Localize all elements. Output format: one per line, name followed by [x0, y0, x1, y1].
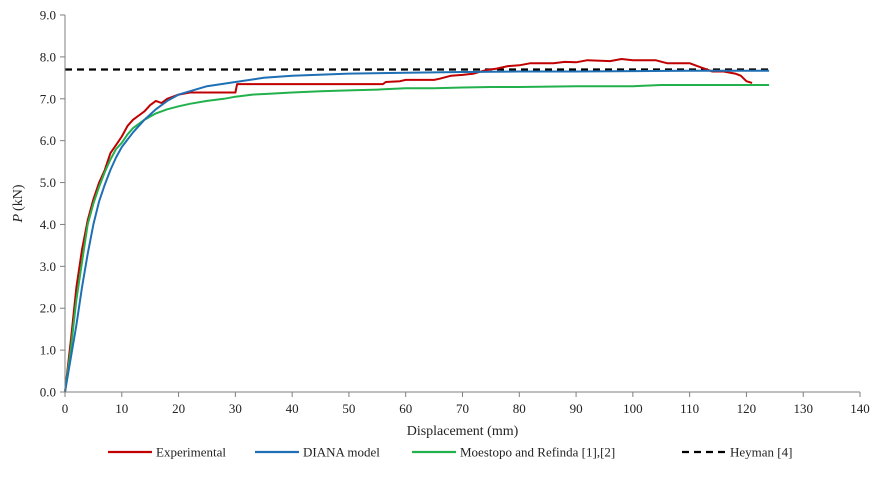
- x-tick-label: 140: [850, 401, 870, 416]
- legend-label-1: DIANA model: [303, 445, 380, 460]
- y-axis-title: P (kN): [11, 184, 26, 223]
- y-tick-label: 8.0: [40, 49, 56, 64]
- y-tick-label: 7.0: [40, 91, 56, 106]
- legend-label-3: Heyman [4]: [730, 445, 792, 460]
- y-tick-label: 3.0: [40, 259, 56, 274]
- y-tick-label: 1.0: [40, 343, 56, 358]
- x-tick-label: 120: [737, 401, 757, 416]
- y-axis-title-symbol: P: [11, 214, 26, 224]
- series-line-2: [64, 84, 770, 393]
- y-tick-label: 5.0: [40, 175, 56, 190]
- x-tick-label: 60: [399, 401, 412, 416]
- y-tick-label: 6.0: [40, 133, 56, 148]
- x-tick-label: 50: [342, 401, 355, 416]
- x-tick-label: 10: [115, 401, 128, 416]
- legend-label-0: Experimental: [156, 445, 226, 460]
- y-tick-label: 2.0: [40, 301, 56, 316]
- series-line-0: [64, 58, 753, 393]
- legend: Experimental DIANA model Moestopo and Refi…: [108, 445, 792, 460]
- x-tick-label: 110: [680, 401, 699, 416]
- axes: 0 10 20 30 40 50 60 70 80 90 100 110 120 130 140 0.0 1.…: [40, 8, 870, 417]
- x-tick-label: 20: [172, 401, 185, 416]
- plot-lines: [64, 58, 770, 393]
- x-tick-label: 100: [623, 401, 643, 416]
- y-ticks: 0.0 1.0 2.0 3.0 4.0 5.0 6.0 7.0 8.0 9.0: [40, 8, 65, 400]
- y-tick-label: 0.0: [40, 385, 56, 400]
- x-tick-label: 130: [793, 401, 813, 416]
- series-line-1: [64, 69, 770, 393]
- y-tick-label: 9.0: [40, 8, 56, 23]
- x-tick-label: 30: [229, 401, 242, 416]
- x-axis-title: Displacement (mm): [407, 424, 519, 439]
- x-tick-label: 70: [456, 401, 469, 416]
- y-tick-label: 4.0: [40, 217, 56, 232]
- y-axis-title-unit: (kN): [11, 184, 26, 211]
- x-tick-label: 90: [570, 401, 583, 416]
- x-tick-label: 0: [62, 401, 69, 416]
- x-ticks: 0 10 20 30 40 50 60 70 80 90 100 110 120 130 140: [62, 392, 870, 416]
- x-tick-label: 40: [286, 401, 299, 416]
- x-tick-label: 80: [513, 401, 526, 416]
- legend-label-2: Moestopo and Refinda [1],[2]: [460, 445, 615, 460]
